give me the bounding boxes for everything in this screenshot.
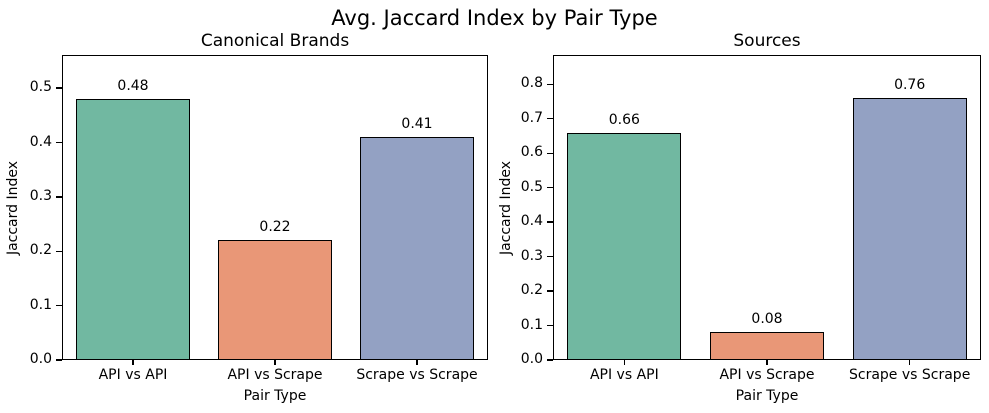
x-tickmark-canonical-brands <box>416 360 418 365</box>
y-tickmark-canonical-brands <box>56 141 62 144</box>
y-tickmark-sources <box>547 152 553 154</box>
x-tickmark-sources <box>623 360 626 365</box>
y-tickmark-sources <box>547 359 553 361</box>
y-tick-label-canonical-brands: 0.4 <box>29 133 52 150</box>
bar-value-label-sources-1: 0.08 <box>751 311 783 328</box>
x-tick-label-canonical-brands-1: API vs Scrape <box>227 367 323 383</box>
y-tick-label-sources: 0.0 <box>520 351 543 367</box>
y-tickmark-canonical-brands <box>56 250 62 252</box>
bar-value-label-canonical-brands-2: 0.41 <box>401 116 433 133</box>
bar-canonical-brands-2 <box>360 137 474 360</box>
y-tick-label-canonical-brands: 0.5 <box>29 79 52 96</box>
y-tick-label-sources: 0.1 <box>520 316 543 333</box>
x-tick-label-sources-0: API vs API <box>589 367 659 383</box>
y-tick-label-sources: 0.7 <box>520 109 543 126</box>
y-tickmark-sources <box>547 324 553 327</box>
y-tickmark-canonical-brands <box>56 196 62 198</box>
y-tickmark-canonical-brands <box>56 359 62 361</box>
x-tickmark-sources <box>766 360 768 365</box>
x-tickmark-canonical-brands <box>274 360 276 365</box>
x-tick-label-sources-2: Scrape vs Scrape <box>848 367 971 383</box>
x-tick-label-sources-1: API vs Scrape <box>719 367 815 383</box>
y-tick-label-sources: 0.2 <box>520 282 543 299</box>
y-tickmark-sources <box>547 118 553 120</box>
bar-value-label-sources-0: 0.66 <box>608 111 640 128</box>
y-tick-label-sources: 0.4 <box>520 213 543 230</box>
y-tick-label-sources: 0.3 <box>520 247 543 264</box>
bar-sources-2 <box>852 98 967 360</box>
bar-sources-1 <box>709 332 825 360</box>
y-tick-label-canonical-brands: 0.3 <box>29 187 52 204</box>
y-axis-label-sources: Jaccard Index <box>498 160 514 255</box>
y-tickmark-sources <box>547 290 553 292</box>
bar-value-label-canonical-brands-0: 0.48 <box>117 78 149 95</box>
y-tickmark-canonical-brands <box>56 87 62 89</box>
x-tickmark-sources <box>908 360 911 365</box>
y-tick-label-sources: 0.5 <box>520 178 543 195</box>
y-tick-label-sources: 0.6 <box>520 144 543 161</box>
y-tick-label-canonical-brands: 0.0 <box>29 351 52 367</box>
y-tickmark-sources <box>547 83 553 85</box>
y-tickmark-sources <box>547 255 553 258</box>
y-tick-label-sources: 0.8 <box>520 75 543 92</box>
x-tick-label-canonical-brands-0: API vs API <box>98 367 168 383</box>
bar-sources-0 <box>567 132 682 360</box>
x-tick-label-canonical-brands-2: Scrape vs Scrape <box>356 367 478 383</box>
figure-title: Avg. Jaccard Index by Pair Type <box>331 6 658 30</box>
bar-value-label-canonical-brands-1: 0.22 <box>259 219 291 236</box>
subplot-title-canonical-brands: Canonical Brands <box>200 31 350 51</box>
bar-value-label-sources-2: 0.76 <box>894 77 926 94</box>
x-axis-label-sources: Pair Type <box>735 388 799 404</box>
y-tick-label-canonical-brands: 0.1 <box>29 296 52 313</box>
x-tickmark-canonical-brands <box>132 360 134 365</box>
y-tick-label-canonical-brands: 0.2 <box>29 242 52 259</box>
bar-canonical-brands-1 <box>218 240 332 360</box>
subplot-title-sources: Sources <box>733 31 801 51</box>
y-tickmark-sources <box>547 221 553 223</box>
bar-canonical-brands-0 <box>76 99 190 360</box>
x-axis-label-canonical-brands: Pair Type <box>243 388 307 404</box>
y-tickmark-canonical-brands <box>56 304 62 307</box>
y-tickmark-sources <box>547 186 553 189</box>
